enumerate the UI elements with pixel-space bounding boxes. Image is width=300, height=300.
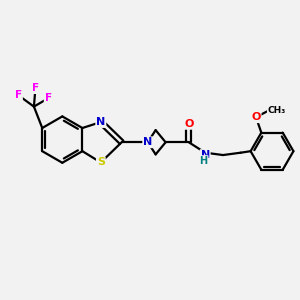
Text: N: N (143, 137, 152, 147)
Text: O: O (251, 112, 261, 122)
Text: F: F (32, 83, 39, 93)
Text: O: O (184, 119, 194, 129)
Text: N: N (200, 150, 210, 160)
Text: F: F (45, 93, 52, 103)
Text: CH₃: CH₃ (268, 106, 286, 115)
Text: H: H (200, 156, 208, 166)
Text: N: N (96, 117, 105, 127)
Text: F: F (15, 90, 22, 100)
Text: S: S (97, 158, 105, 167)
